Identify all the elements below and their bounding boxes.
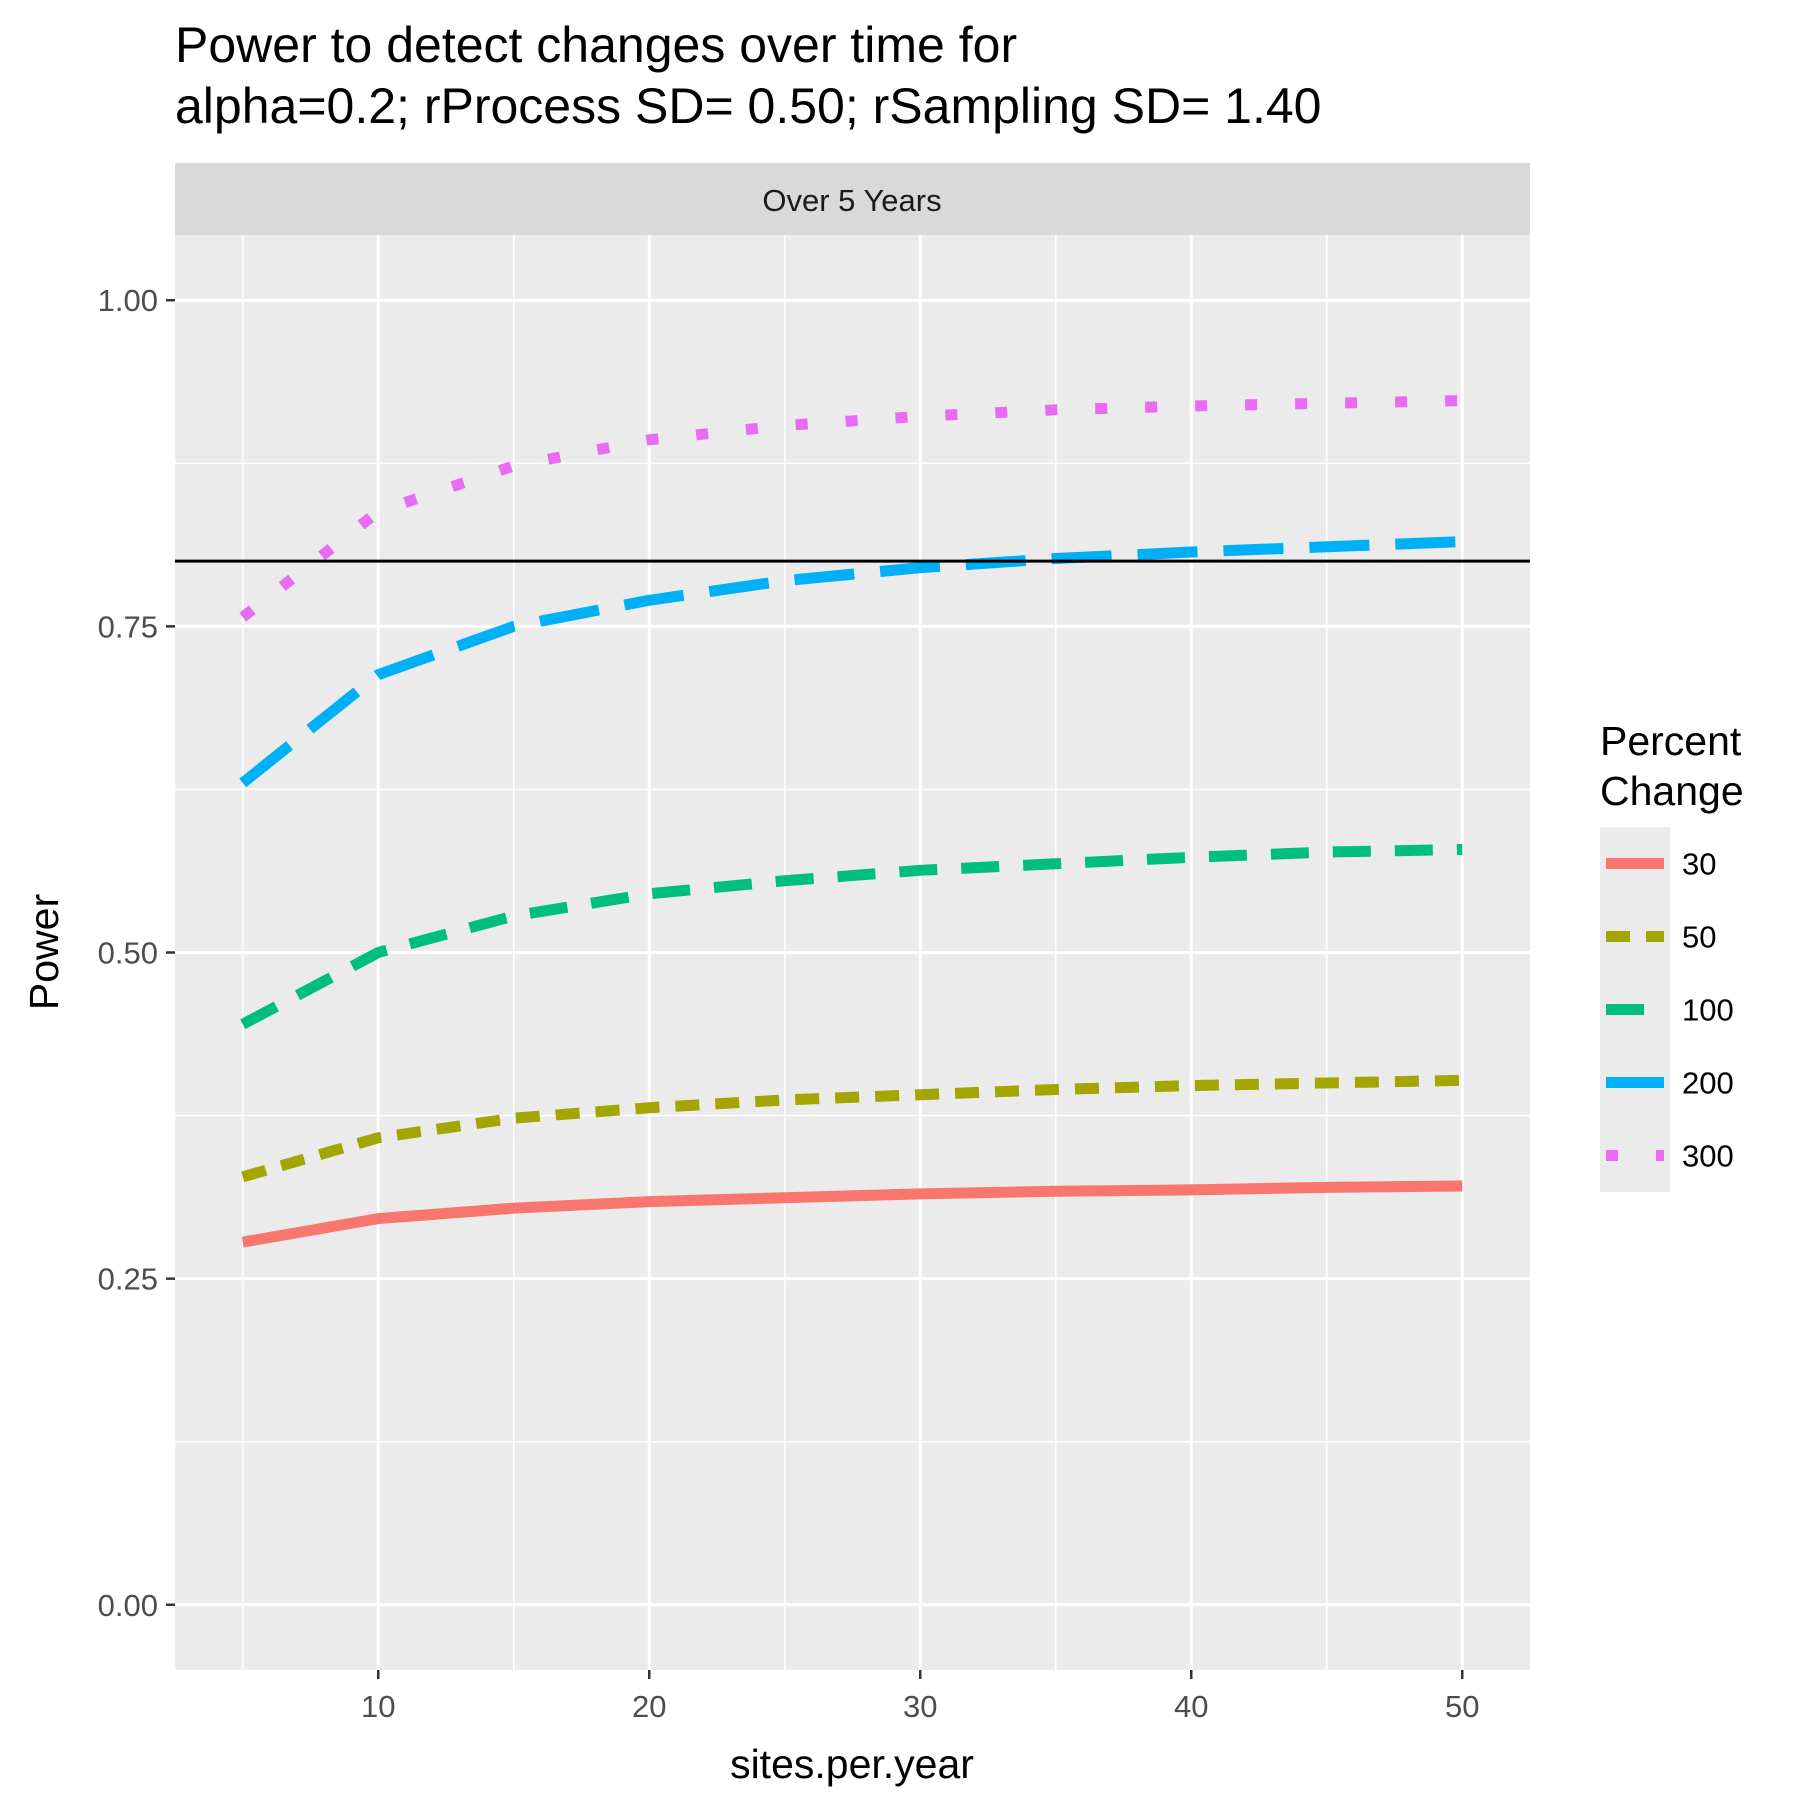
y-tick-label: 0.25 — [98, 1262, 158, 1297]
series-lines — [239, 395, 1463, 1248]
chart-title-line-2: alpha=0.2; rProcess SD= 0.50; rSampling … — [175, 78, 1321, 134]
legend-label-100: 100 — [1682, 993, 1734, 1028]
series-line-100 — [240, 843, 1463, 1030]
major-gridlines — [175, 235, 1530, 1670]
x-axis-title: sites.per.year — [730, 1741, 974, 1787]
legend: 30 50 100 200 300 — [1600, 827, 1734, 1192]
series-line-50 — [241, 1074, 1463, 1183]
series-line-300 — [239, 395, 1463, 622]
y-tick-label: 0.00 — [98, 1588, 158, 1623]
facet-strip-label: Over 5 Years — [762, 183, 941, 218]
y-axis-title: Power — [21, 894, 67, 1010]
x-tick-label: 30 — [903, 1689, 937, 1724]
legend-label-200: 200 — [1682, 1066, 1734, 1101]
legend-label-300: 300 — [1682, 1139, 1734, 1174]
legend-title-line-2: Change — [1600, 768, 1744, 814]
x-tick-label: 40 — [1174, 1689, 1208, 1724]
x-tick-label: 50 — [1445, 1689, 1479, 1724]
chart-title-line-1: Power to detect changes over time for — [175, 17, 1017, 73]
legend-title-line-1: Percent — [1600, 718, 1742, 764]
series-line-30 — [241, 1180, 1463, 1248]
x-tick-label: 20 — [632, 1689, 666, 1724]
x-tick-label: 10 — [361, 1689, 395, 1724]
facet-strip — [175, 163, 1530, 235]
series-line-200 — [239, 536, 1463, 788]
x-axis-tick-labels: 10 20 30 40 50 — [361, 1689, 1479, 1724]
axis-ticks — [166, 298, 1464, 1679]
y-tick-label: 0.50 — [98, 936, 158, 971]
legend-label-50: 50 — [1682, 920, 1716, 955]
y-axis-tick-labels: 0.00 0.25 0.50 0.75 1.00 — [98, 283, 158, 1623]
legend-label-30: 30 — [1682, 847, 1716, 882]
y-tick-label: 0.75 — [98, 609, 158, 644]
y-tick-label: 1.00 — [98, 283, 158, 318]
